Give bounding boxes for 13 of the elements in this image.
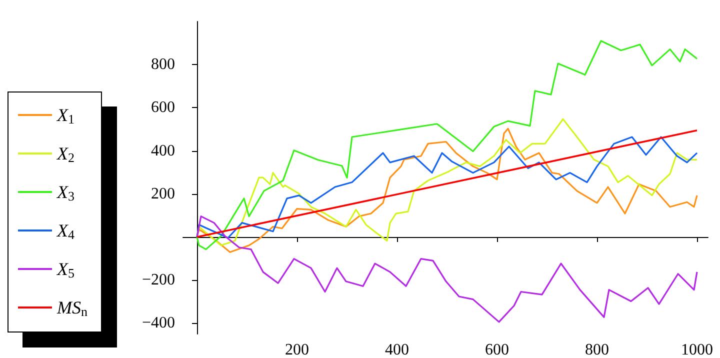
y-tick-label: 200 bbox=[151, 185, 175, 202]
x-tick-label: 400 bbox=[385, 342, 409, 358]
x-tick-label: 1000 bbox=[681, 342, 713, 358]
y-tick-label: 400 bbox=[151, 142, 175, 160]
x-tick-label: 800 bbox=[585, 342, 609, 358]
line-series bbox=[196, 40, 698, 250]
y-tick-label: 600 bbox=[151, 99, 175, 116]
y-tick-label: −200 bbox=[142, 272, 175, 289]
x-tick-label: 200 bbox=[285, 342, 309, 358]
y-tick-label: 800 bbox=[151, 56, 175, 74]
y-tick-label: −400 bbox=[142, 314, 175, 332]
line-series bbox=[196, 216, 698, 323]
x-tick-label: 600 bbox=[485, 342, 509, 358]
